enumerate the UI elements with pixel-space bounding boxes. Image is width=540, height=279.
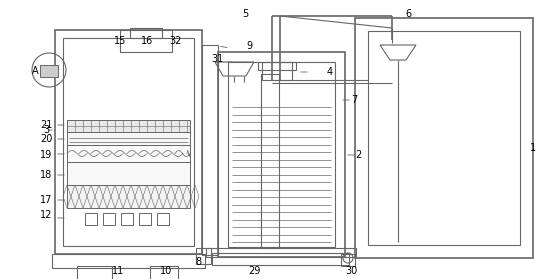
Bar [262, 62, 292, 80]
Bar [355, 18, 533, 258]
Bar [206, 248, 356, 257]
Bar [121, 213, 133, 225]
Bar [40, 65, 58, 77]
Bar [130, 28, 162, 38]
Bar [139, 213, 151, 225]
Text: 2: 2 [355, 150, 361, 160]
Text: 3: 3 [43, 125, 49, 135]
Bar [196, 248, 211, 264]
Bar [258, 62, 296, 70]
Bar [67, 162, 190, 185]
Text: 11: 11 [112, 266, 124, 276]
Text: 6: 6 [405, 9, 411, 19]
Text: 17: 17 [40, 195, 52, 205]
Bar [261, 74, 279, 248]
Bar [67, 132, 190, 145]
Text: 18: 18 [40, 170, 52, 180]
Text: A: A [32, 66, 38, 76]
Bar [218, 52, 345, 257]
Bar [150, 266, 178, 279]
Text: 10: 10 [160, 266, 172, 276]
Bar [52, 254, 205, 268]
Text: 30: 30 [345, 266, 357, 276]
Bar [103, 213, 115, 225]
Bar [55, 30, 202, 254]
Bar [67, 185, 190, 208]
Text: 16: 16 [141, 36, 153, 46]
Bar [157, 213, 169, 225]
Text: 4: 4 [327, 67, 333, 77]
Bar [202, 45, 218, 255]
Bar [63, 38, 194, 246]
Text: 12: 12 [40, 210, 52, 220]
Text: 32: 32 [169, 36, 181, 46]
Bar [341, 254, 355, 266]
Circle shape [32, 53, 66, 87]
Text: 19: 19 [40, 150, 52, 160]
Text: 29: 29 [248, 266, 260, 276]
Bar [77, 266, 112, 279]
Text: 5: 5 [242, 9, 248, 19]
Bar [368, 31, 520, 245]
Text: 20: 20 [40, 134, 52, 144]
Bar [212, 253, 349, 265]
Bar [85, 213, 97, 225]
Bar [67, 145, 190, 162]
Text: 7: 7 [351, 95, 357, 105]
Text: 1: 1 [530, 143, 536, 153]
Text: 21: 21 [40, 120, 52, 130]
Text: 15: 15 [114, 36, 126, 46]
Bar [228, 62, 335, 247]
Bar [120, 30, 172, 52]
Bar [67, 120, 190, 132]
Text: 8: 8 [195, 257, 201, 267]
Text: 31: 31 [211, 54, 223, 64]
Text: 9: 9 [246, 41, 252, 51]
